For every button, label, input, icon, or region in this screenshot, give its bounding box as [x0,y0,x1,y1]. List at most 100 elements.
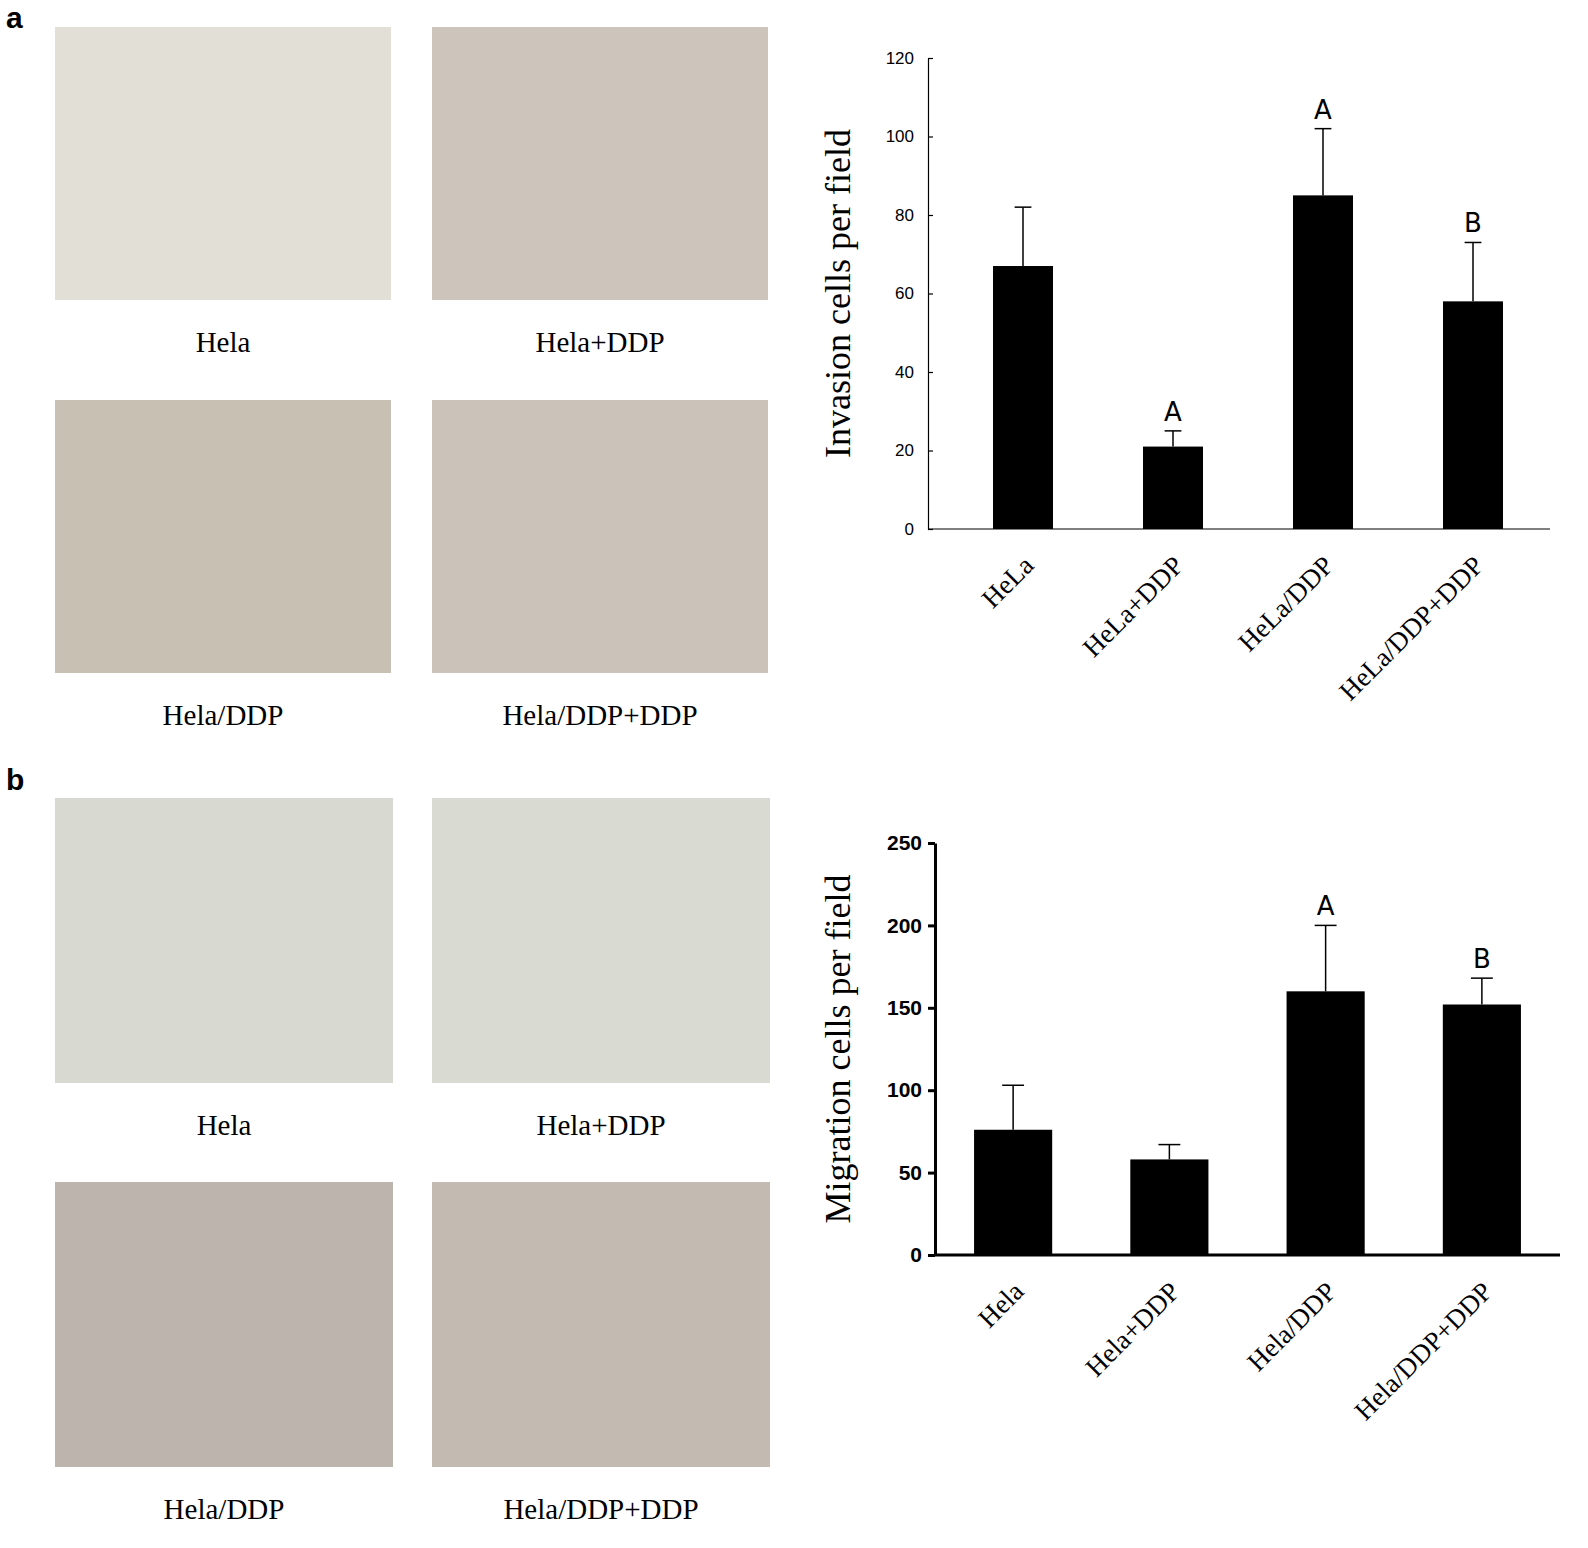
error-stem [1481,978,1483,1004]
y-tick: 80 [895,206,933,225]
y-tick-label: 100 [886,127,914,146]
x-tick-label: Hela/DDP+DDP [1349,1276,1499,1426]
error-bar [1465,242,1482,301]
y-tick-label: 20 [895,441,914,460]
y-tick-label: 100 [887,1078,922,1101]
micrograph [432,27,768,300]
y-tick: 40 [895,363,933,382]
y-axis-title: Invasion cells per field [818,129,858,458]
bar [1143,447,1203,529]
y-tick: 100 [887,1078,935,1101]
x-axis-line [928,528,1550,529]
error-bar [1015,207,1032,266]
x-tick: HeLa+DDP [1077,550,1190,663]
error-bar [1315,925,1337,991]
x-tick-label: HeLa+DDP [1077,550,1190,663]
y-tick-mark [928,293,933,294]
y-axis-title: Migration cells per field [818,875,858,1224]
y-tick-mark [928,136,933,137]
y-tick-mark [928,372,933,373]
y-tick-mark [928,1172,935,1175]
image-caption: Hela/DDP+DDP [503,1493,698,1525]
significance-letter: B [1464,208,1482,238]
error-cap [1015,206,1032,208]
micrograph [55,400,391,673]
image-caption: Hela+DDP [536,1109,665,1141]
x-tick: Hela/DDP+DDP [1349,1276,1499,1426]
x-tick-label: HeLa [976,550,1040,614]
y-tick-label: 200 [887,914,922,937]
error-bar [1165,431,1182,447]
x-axis-line [935,1254,1560,1257]
y-tick-mark [928,215,933,216]
y-tick: 200 [887,914,935,937]
y-tick-label: 150 [887,996,922,1019]
y-axis: 0 50 100 150 200 250 [887,831,936,1266]
x-tick-label: HeLa/DDP+DDP [1333,550,1489,706]
error-stem [1012,1085,1014,1129]
error-stem [1325,925,1327,991]
micrograph [432,1182,770,1467]
x-tick: Hela+DDP [1080,1276,1186,1382]
y-tick-mark [928,58,933,59]
error-stem [1172,431,1174,447]
y-tick-mark [928,450,933,451]
significance-letter: A [1164,397,1182,427]
x-axis: HeLa HeLa+DDP HeLa/DDPHeLa/DDP+DDP [928,529,1550,706]
y-tick-label: 40 [895,363,914,382]
y-tick-label: 80 [895,206,914,225]
panel-label: a [6,1,23,34]
image-caption: Hela/DDP [163,699,284,731]
y-tick: 120 [886,49,933,68]
y-tick: 60 [895,284,933,303]
x-axis: HelaHela+DDPHela/DDPHela/DDP+DDP [935,1255,1560,1426]
panel-label: b [6,763,24,796]
y-tick-mark [928,1007,935,1010]
y-tick-mark [928,1254,935,1257]
y-tick-label: 60 [895,284,914,303]
bar [993,266,1053,529]
significance-letter: A [1314,95,1332,125]
significance-letter: B [1473,944,1491,974]
error-bar [1471,978,1493,1004]
y-tick: 50 [899,1161,935,1184]
bar-chart: AAB020406080100120HeLaHeLa+DDPHeLa/DDPHe… [818,49,1550,706]
y-tick: 150 [887,996,935,1019]
error-cap [1315,128,1332,130]
image-caption: Hela/DDP+DDP [502,699,697,731]
error-bar [1158,1145,1180,1160]
image-caption: Hela [196,326,251,358]
micrograph [55,798,393,1083]
error-cap [1002,1085,1024,1087]
y-tick-label: 50 [899,1161,922,1184]
bar [1130,1159,1208,1255]
y-tick-label: 0 [910,1243,922,1266]
micrograph [55,1182,393,1467]
micrograph [55,27,391,300]
figure: aHelaHela+DDPHela/DDPHela/DDP+DDPbHelaHe… [0,0,1588,1548]
error-cap [1315,925,1337,927]
bar [974,1130,1052,1255]
bar [1293,195,1353,529]
x-tick-label: HeLa/DDP [1232,550,1339,657]
y-tick: 0 [910,1243,935,1266]
y-tick-label: 120 [886,49,914,68]
micrograph [432,400,768,673]
y-tick-mark [928,924,935,927]
image-caption: Hela+DDP [535,326,664,358]
error-bar [1002,1085,1024,1129]
y-tick-mark [928,1089,935,1092]
x-tick-label: Hela/DDP [1241,1276,1342,1377]
error-stem [1169,1145,1171,1160]
y-tick: 100 [886,127,933,146]
x-tick: HeLa [976,550,1040,614]
error-stem [1022,207,1024,266]
x-tick: Hela/DDP [1241,1276,1342,1377]
micrograph [432,798,770,1083]
bar-chart: AB050100150200250HelaHela+DDPHela/DDPHel… [818,831,1560,1426]
y-tick: 250 [887,831,935,854]
significance-letter: A [1317,891,1335,921]
y-axis-line [934,844,937,1256]
bar [1443,1005,1521,1255]
y-tick-label: 250 [887,831,922,854]
